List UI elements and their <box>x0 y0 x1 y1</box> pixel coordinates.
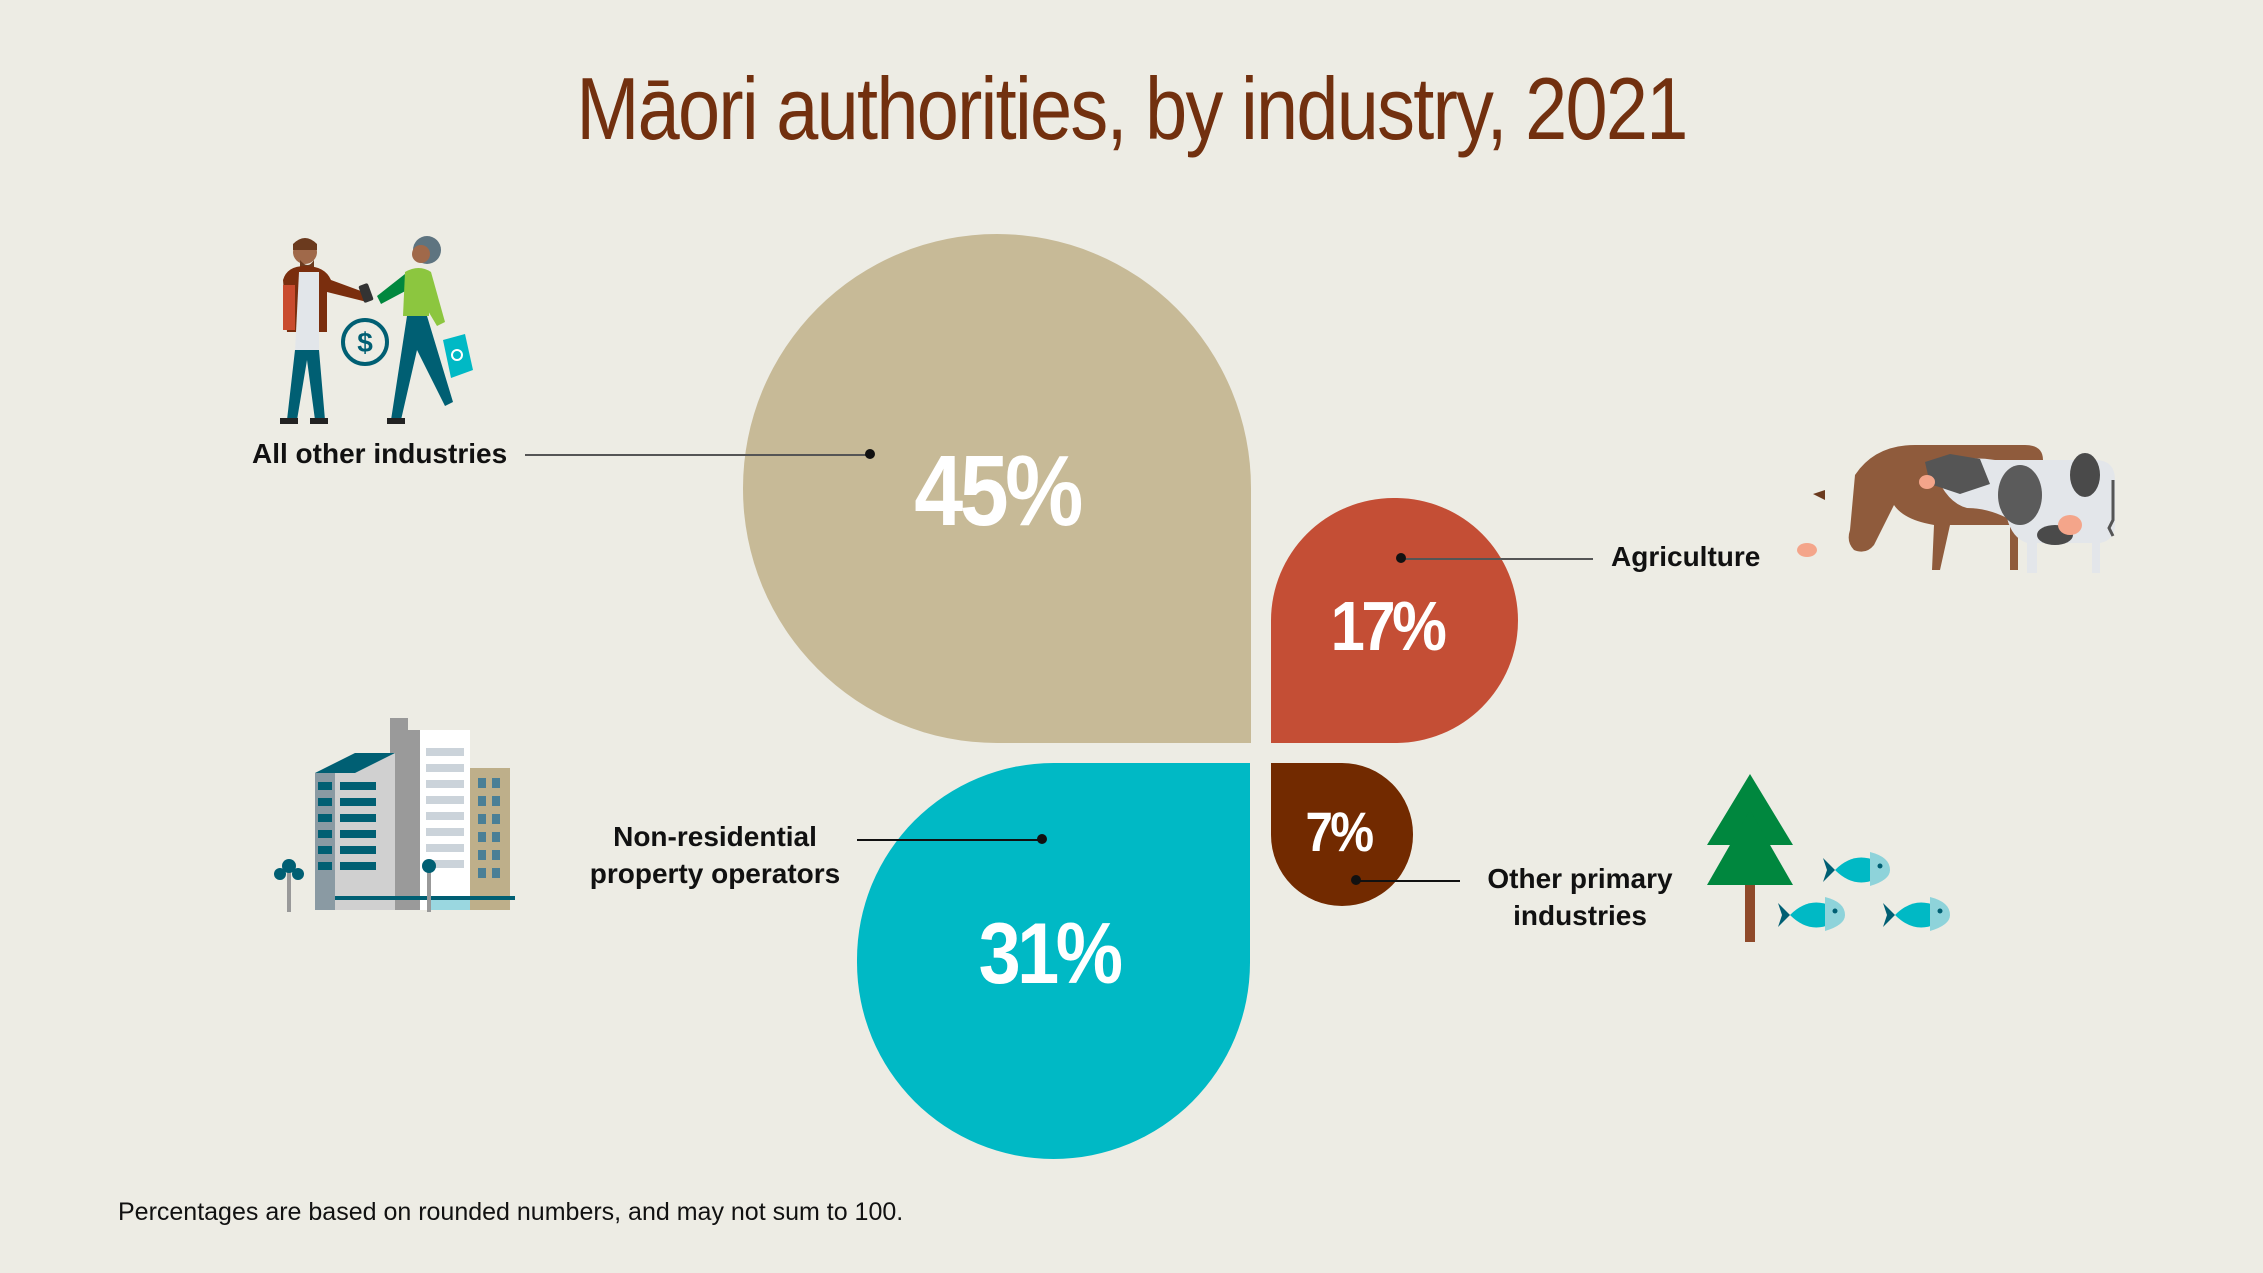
petal-all-other-industries: 45% <box>743 234 1251 743</box>
leader-line-agriculture <box>1403 558 1593 560</box>
leader-dot-agriculture <box>1396 553 1406 563</box>
chart-title: Māori authorities, by industry, 2021 <box>576 59 1688 158</box>
office-buildings-icon <box>274 718 515 912</box>
value-label-non-residential-property: 31% <box>978 906 1123 1002</box>
value-label-agriculture: 17% <box>1330 587 1447 665</box>
tree-and-fish-icon <box>1707 774 1950 942</box>
retail-transaction-icon: $ <box>280 236 473 424</box>
petal-agriculture: 17% <box>1271 498 1518 743</box>
label-non-residential-property: Non-residential property operators <box>580 818 850 892</box>
leader-line-other-primary-industries <box>1356 880 1460 882</box>
petal-other-primary-industries: 7% <box>1271 763 1413 906</box>
leader-dot-all-other-industries <box>865 449 875 459</box>
svg-text:$: $ <box>357 327 373 358</box>
label-line-2: industries <box>1513 900 1647 931</box>
petal-non-residential-property: 31% <box>857 763 1250 1159</box>
value-label-other-primary-industries: 7% <box>1305 800 1374 863</box>
cows-icon <box>1797 445 2115 573</box>
label-other-primary-industries: Other primary industries <box>1470 860 1690 934</box>
label-line-1: Non-residential <box>613 821 817 852</box>
leader-line-all-other-industries <box>525 454 870 456</box>
footnote: Percentages are based on rounded numbers… <box>118 1198 904 1226</box>
value-label-all-other-industries: 45% <box>914 435 1083 547</box>
leader-line-non-residential-property <box>857 839 1042 841</box>
label-line-2: property operators <box>589 858 841 889</box>
leader-dot-other-primary-industries <box>1351 875 1361 885</box>
leader-dot-non-residential-property <box>1037 834 1047 844</box>
label-line-1: Other primary <box>1487 863 1673 894</box>
fish-group <box>1778 852 1950 931</box>
label-all-other-industries: All other industries <box>252 438 508 469</box>
label-agriculture: Agriculture <box>1611 541 1761 572</box>
